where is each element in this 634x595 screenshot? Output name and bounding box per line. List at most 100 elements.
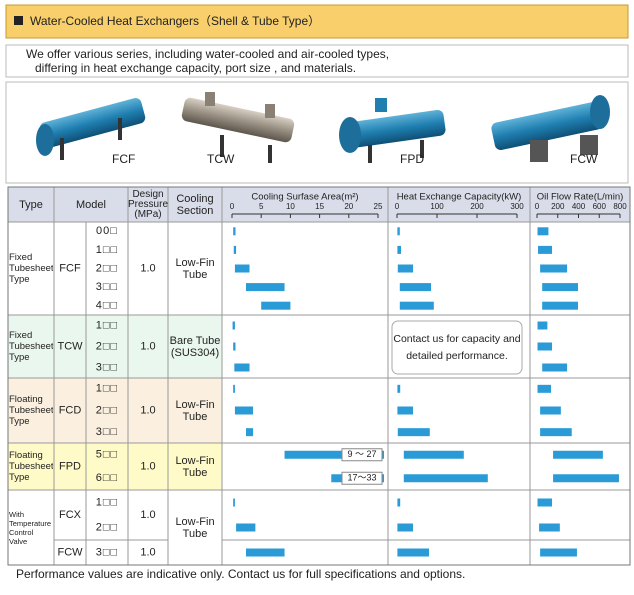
intro-line: We offer various series, including water… <box>26 47 389 61</box>
tick-label: 0 <box>395 202 400 211</box>
product-image <box>36 98 146 160</box>
header-cooling: Cooling Section <box>176 193 213 217</box>
range-bar <box>403 450 464 459</box>
range-bar <box>233 245 237 254</box>
range-bar <box>540 264 568 273</box>
range-bar <box>542 363 568 372</box>
model-code: 1□□ <box>96 244 118 256</box>
product-label: TCW <box>207 152 235 166</box>
range-bar <box>540 428 572 437</box>
header-pressure: Design Pressure (MPa) <box>128 188 168 220</box>
range-bar <box>542 283 578 292</box>
group-bg <box>8 378 222 443</box>
range-bar <box>284 450 384 459</box>
type-label: With Temperature Control Valve <box>9 509 52 546</box>
header-pressure: Design Pressure (MPa) <box>128 188 168 220</box>
range-label: 9 ～ 27 <box>347 449 376 459</box>
model-code: 2□□ <box>96 340 118 352</box>
range-bar <box>553 474 619 483</box>
tick-label: 10 <box>286 202 295 211</box>
model-code: 1□□ <box>96 383 118 395</box>
range-bar <box>397 227 400 236</box>
tick-label: 25 <box>374 202 383 211</box>
range-bar <box>234 363 250 372</box>
model-code: 2□□ <box>96 262 118 274</box>
model-code: 2□□ <box>96 404 118 416</box>
range-bar <box>542 301 578 310</box>
cooling-label: Low-Fin Tube <box>175 398 215 423</box>
range-bar <box>232 321 235 330</box>
range-bar <box>540 406 561 415</box>
header-type: Type <box>19 198 43 211</box>
cooling-label: Low-Fin Tube <box>175 257 214 281</box>
title-bar <box>5 4 629 39</box>
range-bar <box>397 428 430 437</box>
note-box <box>391 320 523 375</box>
type-label: With Temperature Control Valve <box>9 509 52 546</box>
tick-label: 20 <box>344 202 353 211</box>
range-bar <box>246 548 285 557</box>
group-bg <box>8 315 222 378</box>
tick-label: 200 <box>470 202 484 211</box>
range-bar <box>399 301 434 310</box>
cooling-label: Low-Fin Tube <box>175 515 215 540</box>
model-code: 4□□ <box>96 300 118 312</box>
model-code: 3□□ <box>96 281 118 293</box>
range-bar <box>397 523 413 532</box>
type-label: Fixed Tubesheet Type <box>9 252 53 285</box>
title-icon <box>14 16 23 25</box>
axis-title: Oil Flow Rate(L/min) <box>537 192 624 203</box>
range-bar <box>397 498 401 507</box>
product-label: FPD <box>400 152 424 166</box>
tick-label: 5 <box>259 202 264 211</box>
model-code: 2□□ <box>96 521 118 533</box>
range-label-bg <box>341 471 383 485</box>
series-name: FCW <box>57 546 83 558</box>
range-bar <box>553 450 603 459</box>
range-bar <box>397 384 401 393</box>
series-name: TCW <box>57 340 83 352</box>
range-bar <box>397 548 429 557</box>
group-bg <box>8 222 222 315</box>
header-model: Model <box>76 199 106 211</box>
model-code: 3□□ <box>96 361 118 373</box>
product-label: FCW <box>570 152 598 166</box>
range-bar <box>261 301 291 310</box>
range-bar <box>246 283 285 292</box>
series-name: FCX <box>59 509 82 521</box>
capacity-note: Contact us for capacity and detailed per… <box>393 332 521 362</box>
header-type: Type <box>19 198 43 211</box>
range-bar <box>537 321 548 330</box>
series-name: FCF <box>59 262 81 274</box>
model-code: 6□□ <box>96 472 118 484</box>
series-name: FCD <box>59 404 82 416</box>
pressure: 1.0 <box>140 460 155 472</box>
range-bar <box>233 498 235 507</box>
type-label: Fixed Tubesheet Type <box>9 252 53 285</box>
cooling-label: Low-Fin Tube <box>175 398 215 423</box>
intro-line: differing in heat exchange capacity, por… <box>35 61 356 75</box>
range-bar <box>246 428 254 437</box>
spec-table: Type Model Design Pressure (MPa) Cooling Se… <box>7 186 631 566</box>
model-code: 5□□ <box>96 449 118 461</box>
cooling-label: Low-Fin Tube <box>175 515 215 540</box>
range-bar <box>537 384 552 393</box>
range-bar <box>537 342 553 351</box>
capacity-note: Contact us for capacity and detailed per… <box>393 332 521 362</box>
range-bar <box>233 342 236 351</box>
range-label: 17～33 <box>347 473 376 483</box>
page-title: Water-Cooled Heat Exchangers（Shell & Tub… <box>30 14 320 28</box>
series-name: FPD <box>59 460 81 472</box>
axis-title: Heat Exchange Capacity(kW) <box>397 192 522 203</box>
tick-label: 800 <box>613 202 627 211</box>
range-bar <box>399 283 431 292</box>
footer-note: Performance values are indicative only. … <box>16 567 465 581</box>
range-bar <box>403 474 488 483</box>
type-label: Floating Tubesheet Type <box>9 450 53 483</box>
range-bar <box>236 523 256 532</box>
range-bar <box>539 523 560 532</box>
range-bar <box>397 406 413 415</box>
group-bg <box>8 443 222 490</box>
table-frame <box>7 186 631 566</box>
